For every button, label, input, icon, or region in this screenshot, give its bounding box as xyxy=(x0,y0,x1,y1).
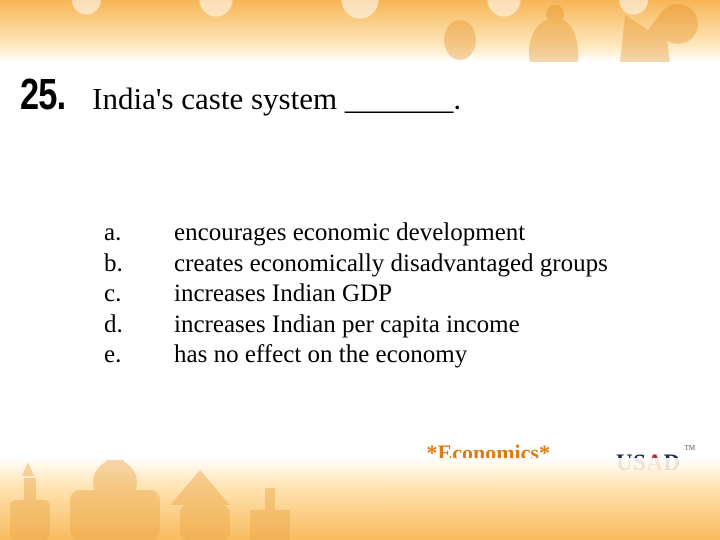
trademark-symbol: TM xyxy=(685,444,696,452)
bottom-silhouette-decoration xyxy=(0,460,360,540)
question-number: 25. xyxy=(20,70,65,120)
top-silhouette-decoration xyxy=(420,0,700,62)
question-text: India's caste system _______. xyxy=(92,81,461,117)
option-letter: b. xyxy=(104,249,174,280)
option-letter: a. xyxy=(104,218,174,249)
option-text: creates economically disadvantaged group… xyxy=(174,249,608,280)
question-row: 25. India's caste system _______. xyxy=(20,70,690,120)
options-list: a. encourages economic development b. cr… xyxy=(104,218,690,371)
option-text: encourages economic development xyxy=(174,218,525,249)
option-text: increases Indian GDP xyxy=(174,279,392,310)
option-e: e. has no effect on the economy xyxy=(104,340,690,371)
option-b: b. creates economically disadvantaged gr… xyxy=(104,249,690,280)
option-text: increases Indian per capita income xyxy=(174,310,520,341)
slide-content: 25. India's caste system _______. a. enc… xyxy=(0,70,720,371)
option-a: a. encourages economic development xyxy=(104,218,690,249)
option-c: c. increases Indian GDP xyxy=(104,279,690,310)
option-d: d. increases Indian per capita income xyxy=(104,310,690,341)
option-letter: e. xyxy=(104,340,174,371)
option-text: has no effect on the economy xyxy=(174,340,467,371)
option-letter: c. xyxy=(104,279,174,310)
option-letter: d. xyxy=(104,310,174,341)
